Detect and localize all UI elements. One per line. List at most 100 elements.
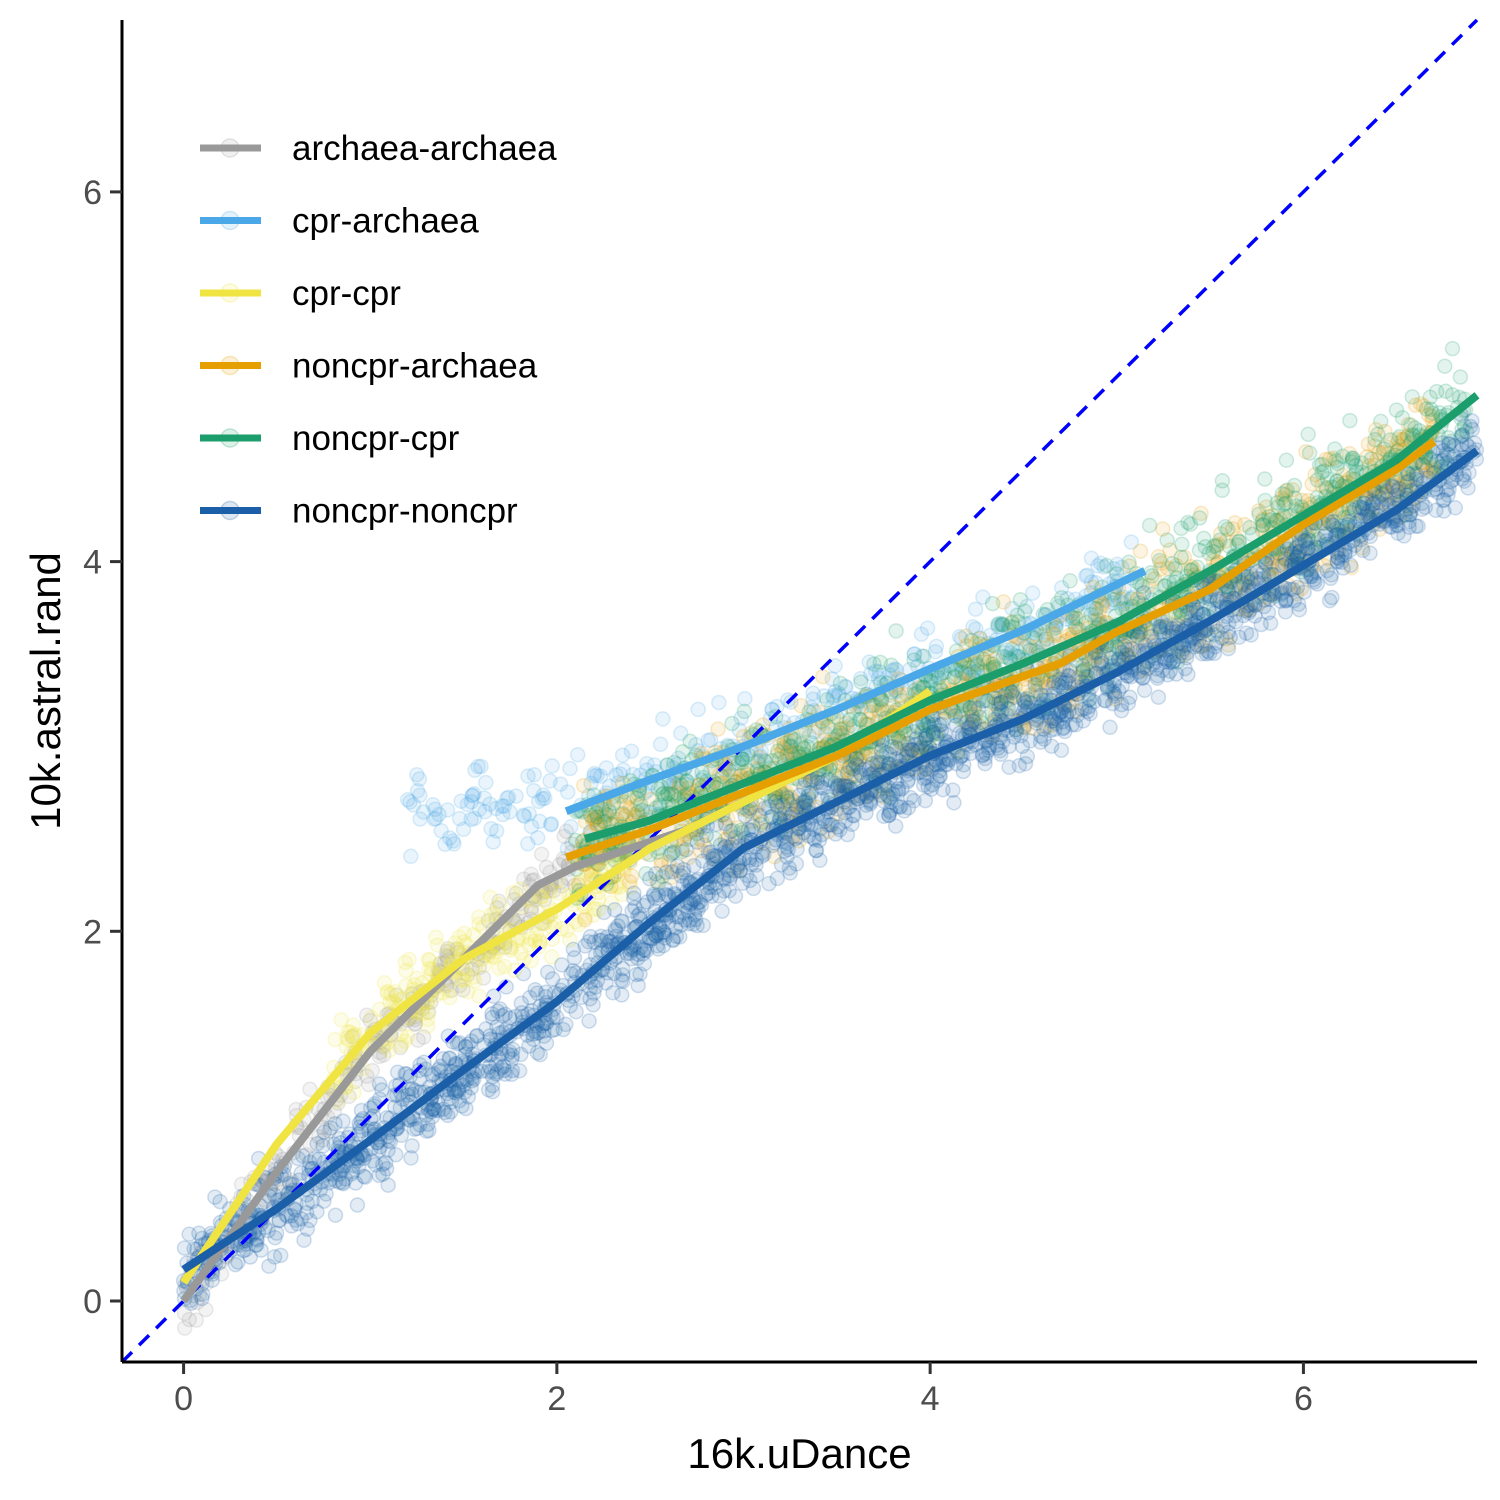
- point: [623, 743, 640, 759]
- point: [1436, 450, 1453, 467]
- point: [673, 725, 689, 742]
- point: [484, 1077, 501, 1094]
- point: [1167, 560, 1184, 577]
- point: [1004, 641, 1020, 657]
- point: [1408, 518, 1424, 534]
- point: [528, 926, 545, 943]
- point: [1217, 519, 1233, 535]
- point: [1090, 558, 1106, 574]
- point: [531, 813, 548, 830]
- point: [626, 885, 642, 901]
- point: [1019, 598, 1035, 615]
- point: [1027, 630, 1043, 647]
- point: [412, 787, 428, 804]
- point: [629, 790, 646, 807]
- point: [1149, 670, 1166, 686]
- point: [496, 798, 513, 814]
- point: [605, 984, 621, 1001]
- legend-label: archaea-archaea: [292, 129, 557, 168]
- point: [1201, 600, 1217, 617]
- point: [412, 811, 428, 827]
- point: [272, 1247, 289, 1264]
- point: [176, 1320, 193, 1336]
- point: [612, 766, 628, 782]
- point: [601, 804, 618, 821]
- y-axis-title: 10k.astral.rand: [22, 552, 69, 830]
- point: [443, 1094, 460, 1110]
- point: [623, 868, 640, 884]
- point: [1437, 358, 1453, 374]
- point: [393, 1127, 410, 1144]
- point: [484, 1006, 500, 1022]
- point: [714, 903, 730, 919]
- point: [1078, 568, 1094, 584]
- point: [1088, 600, 1104, 617]
- point: [1141, 517, 1158, 534]
- point: [544, 758, 560, 774]
- point: [819, 692, 835, 708]
- legend: archaea-archaeacpr-archaeacpr-cprnoncpr-…: [200, 129, 557, 531]
- point: [737, 690, 753, 707]
- point: [650, 781, 667, 797]
- point: [383, 986, 399, 1002]
- legend-label: noncpr-noncpr: [292, 492, 518, 531]
- point: [407, 1016, 423, 1032]
- point: [888, 662, 905, 678]
- point: [867, 663, 884, 680]
- point: [425, 797, 441, 813]
- point: [181, 1226, 197, 1242]
- point: [410, 1032, 426, 1048]
- point: [1109, 556, 1126, 573]
- point: [646, 757, 663, 773]
- point: [842, 717, 858, 734]
- point: [1388, 402, 1405, 418]
- legend-item-noncpr-noncpr: noncpr-noncpr: [200, 492, 518, 531]
- point: [827, 684, 843, 700]
- point: [247, 1237, 264, 1254]
- point: [1257, 471, 1273, 487]
- point: [688, 736, 704, 753]
- point: [1300, 426, 1316, 443]
- point: [471, 959, 488, 976]
- point: [379, 983, 396, 1000]
- point: [1106, 561, 1122, 577]
- point: [1115, 595, 1132, 612]
- point: [731, 722, 748, 738]
- point: [1286, 477, 1303, 494]
- point: [552, 776, 569, 792]
- point: [788, 856, 805, 872]
- point: [449, 941, 465, 957]
- point: [652, 736, 669, 753]
- point: [592, 768, 609, 784]
- point: [805, 685, 821, 701]
- point: [478, 774, 494, 791]
- point: [664, 845, 681, 861]
- point: [752, 748, 769, 765]
- point: [798, 794, 814, 811]
- point: [188, 1312, 205, 1328]
- point: [1102, 719, 1118, 736]
- point: [478, 1021, 494, 1037]
- point: [451, 810, 468, 827]
- point: [1064, 613, 1081, 630]
- point: [480, 912, 497, 929]
- point: [1002, 645, 1019, 661]
- point: [586, 768, 602, 784]
- point: [871, 664, 888, 680]
- point: [1085, 600, 1102, 616]
- point: [431, 806, 447, 823]
- point: [801, 728, 818, 744]
- point: [1119, 641, 1136, 658]
- point: [760, 799, 777, 815]
- point: [456, 972, 472, 989]
- point: [453, 793, 469, 809]
- point: [1242, 519, 1258, 536]
- point: [438, 947, 454, 964]
- point: [508, 885, 524, 902]
- point: [485, 834, 501, 850]
- point: [1083, 574, 1100, 590]
- point: [515, 807, 532, 823]
- point: [420, 1011, 436, 1027]
- point: [1272, 593, 1289, 609]
